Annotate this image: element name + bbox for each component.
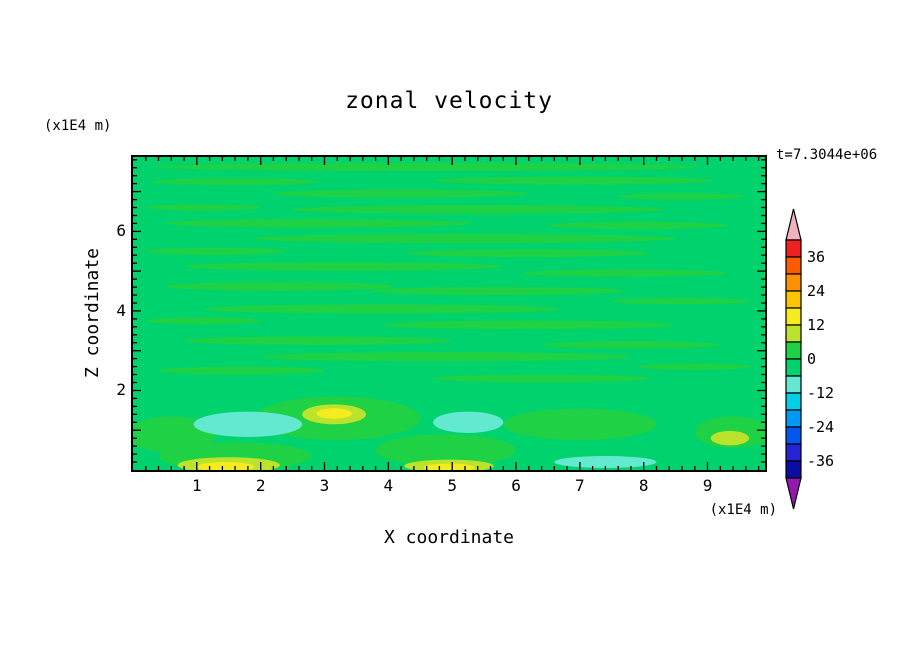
contour-band (164, 281, 395, 291)
x-tick-label: 1 (192, 476, 202, 495)
colorbar-label: 36 (807, 248, 826, 266)
contour-band (316, 408, 352, 419)
y-tick-label: 6 (116, 221, 126, 241)
colorbar-segment (785, 409, 802, 428)
x-tick-label: 3 (319, 476, 330, 495)
contour-band (260, 351, 631, 362)
contour-band (152, 178, 319, 186)
colorbar-label: -12 (807, 384, 835, 402)
colorbar-bottom-arrow (785, 477, 802, 510)
colorbar-segment (785, 460, 802, 479)
timestamp-label: t=7.3044e+06 (776, 147, 878, 163)
contour-band (433, 176, 714, 185)
contour-band (433, 411, 504, 433)
contour-band (292, 205, 663, 214)
contour-band (164, 219, 472, 228)
contour-band (152, 162, 702, 171)
contour-band (369, 287, 625, 295)
colorbar-label: -36 (807, 452, 835, 470)
x-tick-label: 7 (575, 476, 585, 495)
y-tick-label: 4 (116, 300, 126, 320)
contour-band (382, 320, 676, 330)
contour-band (618, 193, 746, 200)
contour-band (637, 363, 753, 370)
contour-band (184, 262, 504, 271)
contour-band (203, 304, 561, 314)
colorbar (785, 208, 802, 510)
contour-band (433, 374, 651, 383)
contour-band (710, 431, 750, 446)
contour-band (254, 233, 676, 244)
contour-band (193, 411, 303, 437)
contour-band (547, 221, 727, 229)
contour-band (522, 269, 727, 277)
colorbar-segment (785, 307, 802, 326)
colorbar-label: -24 (807, 418, 835, 436)
colorbar-segment (785, 375, 802, 394)
contour-field (133, 157, 765, 470)
colorbar-segment (785, 426, 802, 445)
contour-band (196, 462, 255, 470)
colorbar-label: 0 (807, 350, 817, 368)
contour-band (145, 204, 261, 211)
x-axis-units: (x1E4 m) (709, 502, 777, 518)
contour-band (541, 341, 721, 349)
contour-band (503, 408, 657, 441)
y-axis-units: (x1E4 m) (44, 118, 112, 134)
contour-band (407, 249, 651, 258)
colorbar-segment (785, 358, 802, 377)
plot-area (131, 155, 767, 472)
contour-band (375, 434, 516, 466)
plot-title: zonal velocity (345, 88, 553, 114)
contour-band (423, 463, 475, 470)
colorbar-segment (785, 290, 802, 309)
contour-band (145, 247, 287, 255)
y-tick-label: 2 (116, 380, 126, 400)
colorbar-segment (785, 392, 802, 411)
x-axis-label: X coordinate (383, 527, 515, 548)
x-tick-label: 6 (511, 476, 521, 495)
colorbar-segment (785, 341, 802, 360)
x-tick-label: 5 (447, 476, 457, 495)
colorbar-segment (785, 239, 802, 258)
contour-band (273, 189, 529, 198)
x-tick-label: 4 (383, 476, 394, 495)
colorbar-top-arrow (785, 208, 802, 241)
contour-band (611, 297, 753, 305)
x-tick-label: 9 (702, 476, 713, 495)
colorbar-segment (785, 256, 802, 275)
colorbar-label: 12 (807, 316, 826, 334)
contour-band (145, 317, 261, 325)
colorbar-label: 24 (807, 282, 826, 300)
axis-ticks (133, 157, 765, 470)
colorbar-segment (785, 273, 802, 292)
contour-bands (133, 157, 765, 470)
colorbar-segment (785, 443, 802, 462)
x-tick-label: 8 (638, 476, 649, 495)
colorbar-segment (785, 324, 802, 343)
contour-band (158, 366, 325, 375)
contour-band (184, 336, 453, 346)
x-tick-label: 2 (255, 476, 266, 495)
